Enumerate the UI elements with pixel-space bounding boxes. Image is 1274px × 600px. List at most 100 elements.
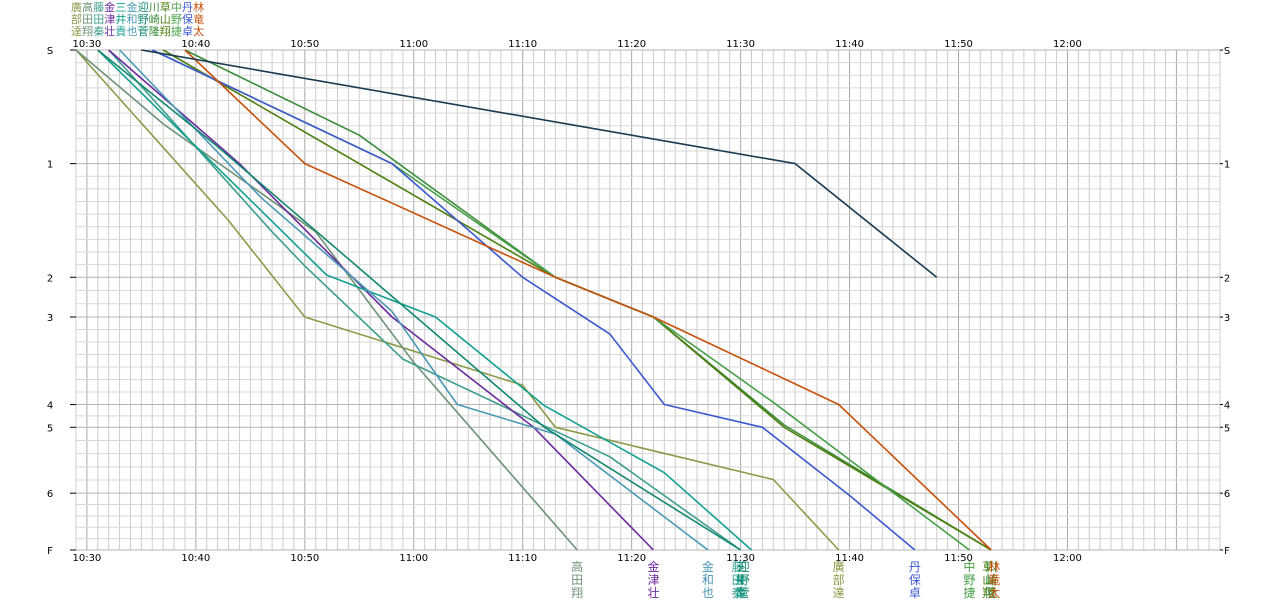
bottom-series-label: 貴: [735, 586, 747, 600]
bottom-series-label: 翔: [571, 586, 583, 600]
legend-char: 翔: [82, 24, 93, 38]
bottom-series-label: 三: [735, 560, 747, 574]
x-tick-label-top: 11:00: [399, 39, 428, 50]
legend-char: 卓: [182, 25, 193, 38]
bottom-series-label: 草: [982, 560, 994, 574]
bottom-series-label: 山: [982, 573, 994, 587]
legend-char: 草: [160, 1, 171, 14]
x-tick-label-bottom: 11:30: [726, 553, 755, 564]
axis-labels: 10:30 10:30 10:40 10:40 10:50 10:50 11:00 11:00…: [47, 39, 1230, 564]
y-tick-label-left: F: [47, 546, 53, 557]
bottom-series-label: 高: [571, 559, 583, 574]
legend-char: 川: [149, 1, 160, 14]
y-tick-label-left: 6: [47, 489, 53, 500]
bottom-series-label: 卓: [909, 586, 921, 600]
x-tick-label-top: 10:30: [72, 39, 101, 50]
x-tick-label-top: 11:20: [617, 39, 646, 50]
bottom-series-label: 菅: [738, 586, 750, 600]
y-tick-label-right: F: [1224, 546, 1230, 557]
bottom-series-label: 竜: [988, 573, 1000, 587]
legend-char: 迎: [138, 1, 149, 14]
x-tick-label-top: 10:40: [181, 39, 210, 50]
legend-char: 捷: [171, 24, 182, 38]
bottom-series-label: 廣: [833, 560, 845, 574]
x-tick-label-bottom: 10:30: [72, 553, 101, 564]
series-line: [75, 49, 840, 551]
legend-char: 翔: [160, 24, 171, 38]
x-tick-label-top: 11:10: [508, 39, 537, 50]
legend-char: 田: [82, 13, 93, 26]
bottom-series-label: 林: [988, 560, 1000, 574]
legend-char: 部: [71, 12, 82, 26]
y-tick-label-left: 2: [47, 273, 53, 284]
x-tick-label-top: 10:50: [290, 39, 319, 50]
y-tick-label-right: 5: [1224, 423, 1230, 434]
legend-char: 藤: [93, 1, 104, 14]
y-tick-label-right: 1: [1224, 160, 1230, 171]
legend-char: 隆: [149, 24, 160, 38]
y-tick-label-right: 4: [1224, 401, 1230, 412]
legend-char: 金: [127, 0, 138, 14]
x-tick-label-bottom: 11:20: [617, 553, 646, 564]
bottom-series-label: 川: [985, 560, 997, 574]
bottom-series-label: 秦: [732, 586, 744, 600]
legend-char: 貴: [115, 24, 126, 38]
y-tick-label-right: S: [1224, 46, 1230, 57]
bottom-series-label: 野: [738, 573, 750, 587]
x-tick-label-top: 11:40: [835, 39, 864, 50]
bottom-series-label: 翔: [982, 586, 994, 600]
bottom-series-label: 田: [571, 573, 583, 587]
legend-char: 菅: [138, 25, 149, 38]
bottom-series-label: 丹: [909, 560, 921, 574]
bottom-series-label: 達: [833, 586, 845, 600]
series-line: [184, 49, 992, 551]
legend-char: 野: [138, 13, 149, 26]
legend-char: 也: [127, 25, 138, 38]
y-tick-label-left: S: [47, 46, 53, 57]
bottom-series-label: 保: [909, 573, 921, 587]
x-tick-label-top: 11:30: [726, 39, 755, 50]
legend-char: 山: [160, 13, 171, 26]
x-tick-label-bottom: 11:00: [399, 553, 428, 564]
legend-char: 丹: [182, 1, 193, 14]
legend-char: 津: [104, 13, 115, 26]
bottom-series-label: 捷: [963, 586, 975, 600]
x-tick-label-bottom: 11:50: [944, 553, 973, 564]
bottom-series-label: 津: [647, 573, 659, 587]
x-tick-label-bottom: 11:40: [835, 553, 864, 564]
x-tick-label-bottom: 12:00: [1053, 553, 1082, 564]
series-line: [97, 49, 742, 551]
y-tick-label-left: 1: [47, 160, 53, 171]
bottom-series-label: 井: [735, 573, 747, 587]
legend-char: 壮: [104, 25, 115, 38]
legend-char: 高: [82, 0, 93, 14]
bottom-series-label: 太: [988, 585, 1000, 600]
y-tick-label-right: 3: [1224, 313, 1230, 324]
series-line: [97, 49, 753, 551]
legend-char: 崎: [149, 12, 160, 26]
y-tick-label-left: 4: [47, 401, 53, 412]
x-tick-label-bottom: 11:10: [508, 553, 537, 564]
legend-char: 野: [171, 13, 182, 26]
bottom-series-label: 崎: [985, 573, 997, 587]
x-tick-label-top: 11:50: [944, 39, 973, 50]
bottom-series-label: 金: [702, 559, 714, 574]
series-lines: [75, 49, 992, 551]
legend-char: 三: [115, 1, 126, 14]
y-tick-label-left: 5: [47, 423, 53, 434]
series-line: [108, 49, 654, 551]
y-tick-label-right: 2: [1224, 273, 1230, 284]
bottom-series-label: 田: [732, 573, 744, 587]
plot-frame: [75, 49, 1221, 551]
legend-char: 井: [115, 12, 126, 26]
series-line: [151, 49, 916, 551]
x-tick-label-bottom: 10:40: [181, 553, 210, 564]
bottom-series-label: 隆: [985, 585, 997, 600]
bottom-series-label: 部: [833, 572, 845, 587]
legend-char: 太: [193, 25, 204, 38]
legend-char: 保: [182, 12, 193, 26]
legend-char: 中: [171, 1, 182, 14]
